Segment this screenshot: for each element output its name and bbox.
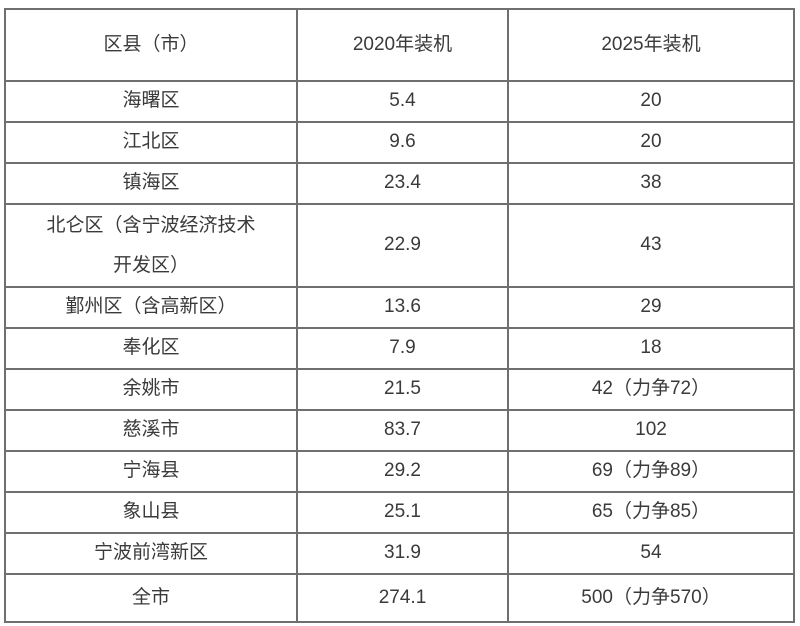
table-row: 鄞州区（含高新区） 13.6 29 [4,286,795,329]
value-2020-cell: 22.9 [296,203,509,288]
value-2025-cell: 43 [507,203,795,288]
column-header-region: 区县（市） [4,8,298,82]
region-cell: 宁海县 [4,450,298,493]
table-row: 慈溪市 83.7 102 [4,409,795,452]
value-2020-cell: 29.2 [296,450,509,493]
installed-capacity-table-container: 区县（市） 2020年装机 2025年装机 海曙区 5.4 20 江北区 9.6… [4,8,795,623]
region-cell: 江北区 [4,121,298,164]
value-2020-cell: 9.6 [296,121,509,164]
column-header-2025: 2025年装机 [507,8,795,82]
region-cell: 象山县 [4,491,298,534]
region-cell: 海曙区 [4,80,298,123]
value-2025-cell: 69（力争89） [507,450,795,493]
value-2020-cell: 7.9 [296,327,509,370]
value-2020-cell: 83.7 [296,409,509,452]
value-2025-cell: 500（力争570） [507,573,795,623]
value-2025-cell: 54 [507,532,795,575]
value-2025-cell: 42（力争72） [507,368,795,411]
value-2025-cell: 18 [507,327,795,370]
region-cell: 宁波前湾新区 [4,532,298,575]
value-2025-cell: 102 [507,409,795,452]
table-row: 镇海区 23.4 38 [4,162,795,205]
value-2020-cell: 21.5 [296,368,509,411]
value-2025-cell: 20 [507,121,795,164]
table-header-row: 区县（市） 2020年装机 2025年装机 [4,8,795,82]
value-2025-cell: 38 [507,162,795,205]
region-cell: 慈溪市 [4,409,298,452]
installed-capacity-table: 区县（市） 2020年装机 2025年装机 海曙区 5.4 20 江北区 9.6… [4,8,795,623]
table-row: 江北区 9.6 20 [4,121,795,164]
value-2020-cell: 13.6 [296,286,509,329]
value-2025-cell: 20 [507,80,795,123]
value-2025-cell: 65（力争85） [507,491,795,534]
table-row: 奉化区 7.9 18 [4,327,795,370]
region-cell: 镇海区 [4,162,298,205]
column-header-2020: 2020年装机 [296,8,509,82]
value-2020-cell: 5.4 [296,80,509,123]
region-cell: 奉化区 [4,327,298,370]
table-row: 余姚市 21.5 42（力争72） [4,368,795,411]
table-row: 宁波前湾新区 31.9 54 [4,532,795,575]
value-2020-cell: 23.4 [296,162,509,205]
region-cell: 余姚市 [4,368,298,411]
table-row: 象山县 25.1 65（力争85） [4,491,795,534]
region-cell: 北仑区（含宁波经济技术 开发区） [4,203,298,288]
value-2020-cell: 274.1 [296,573,509,623]
region-cell: 全市 [4,573,298,623]
table-row: 北仑区（含宁波经济技术 开发区） 22.9 43 [4,203,795,288]
table-row: 宁海县 29.2 69（力争89） [4,450,795,493]
table-row-total: 全市 274.1 500（力争570） [4,573,795,623]
value-2025-cell: 29 [507,286,795,329]
value-2020-cell: 25.1 [296,491,509,534]
value-2020-cell: 31.9 [296,532,509,575]
region-cell: 鄞州区（含高新区） [4,286,298,329]
table-row: 海曙区 5.4 20 [4,80,795,123]
